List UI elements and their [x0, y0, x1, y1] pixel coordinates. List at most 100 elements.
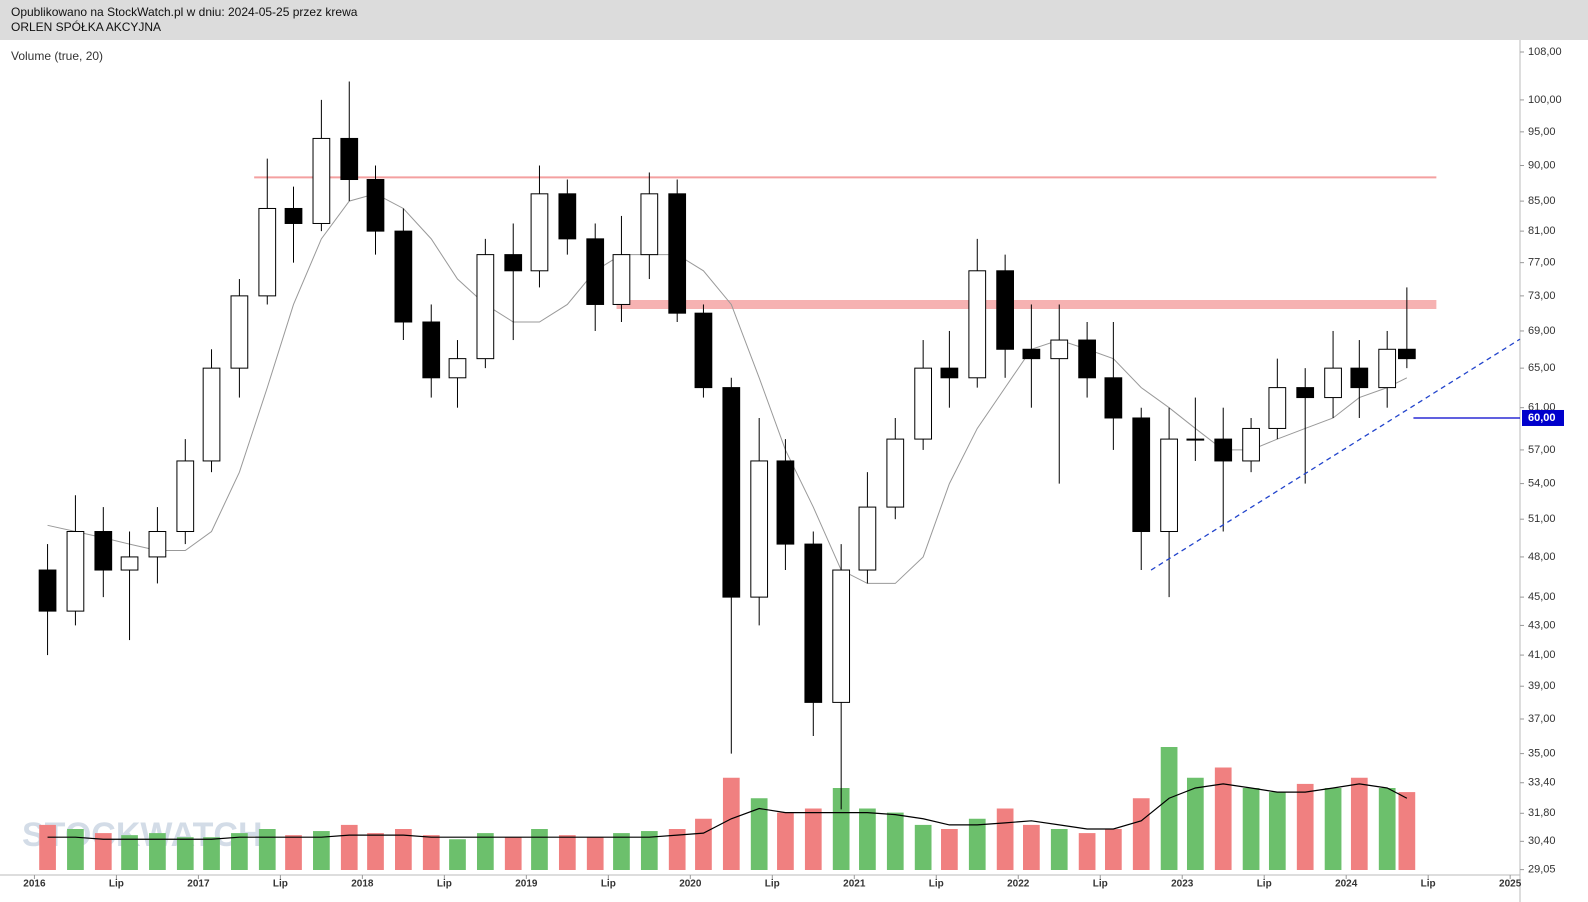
candle-body	[120, 556, 139, 571]
candle-body	[340, 137, 359, 181]
candle-body	[886, 438, 905, 508]
volume-bar	[395, 829, 412, 870]
y-tick-label: 90,00	[1528, 159, 1556, 171]
volume-bar	[1186, 777, 1204, 870]
y-tick-label: 73,00	[1528, 290, 1556, 302]
volume-bar	[476, 833, 494, 870]
y-tick-label: 39,00	[1528, 680, 1556, 692]
x-tick-label: 2022	[1007, 879, 1030, 890]
volume-bar	[832, 788, 850, 870]
last-price-label: 60,00	[1528, 412, 1556, 424]
watermark: STOCKWATCH	[22, 816, 263, 854]
x-tick-label: Lip	[1093, 879, 1108, 890]
volume-bar	[750, 798, 768, 870]
volume-bar	[1378, 788, 1396, 870]
x-tick-label: Lip	[273, 879, 288, 890]
candle-body	[858, 506, 877, 571]
candle-body	[1022, 348, 1041, 360]
volume-bar	[886, 812, 904, 870]
volume-bar	[1132, 798, 1150, 870]
y-tick-label: 95,00	[1528, 126, 1556, 138]
volume-bar	[1078, 833, 1096, 870]
x-tick-label: 2017	[187, 879, 210, 890]
candle-body	[258, 207, 277, 297]
y-tick-label: 77,00	[1528, 257, 1556, 269]
x-tick-label: Lip	[929, 879, 944, 890]
ma-line	[47, 193, 1408, 584]
volume-bar	[94, 833, 112, 870]
candle-body	[312, 137, 331, 224]
candle-body	[1078, 339, 1096, 379]
y-tick-label: 48,00	[1528, 551, 1556, 563]
candle-body	[1242, 427, 1260, 462]
candle-body	[776, 460, 795, 545]
candle-body	[1397, 348, 1416, 360]
candle-body	[66, 531, 85, 612]
y-tick-label: 108,00	[1528, 46, 1562, 58]
candle-body	[968, 270, 987, 379]
volume-bar	[121, 835, 138, 870]
y-tick-label: 41,00	[1528, 649, 1556, 661]
volume-bar	[258, 829, 276, 870]
chart: Volume (true, 20) STOCKWATCH 108,00 100,0…	[0, 40, 1564, 902]
volume-bar	[777, 812, 794, 870]
x-tick-label: 2018	[351, 879, 374, 890]
y-tick-label: 29,05	[1528, 864, 1556, 876]
candle-body	[1324, 367, 1342, 399]
x-tick-label: Lip	[601, 879, 616, 890]
candle-body	[202, 367, 221, 462]
x-tick-label: Lip	[1257, 879, 1272, 890]
volume-bar	[1398, 792, 1416, 870]
candle-body	[996, 270, 1014, 350]
volume-bar	[176, 837, 194, 870]
volume-bar	[1324, 788, 1342, 870]
volume-bar	[1023, 824, 1040, 870]
volume-ma-line	[47, 783, 1408, 840]
y-tick-label: 30,40	[1528, 835, 1556, 847]
x-tick-label: 2019	[515, 879, 538, 890]
candle-body	[284, 207, 303, 224]
instrument-name: ORLEN SPÓŁKA AKCYJNA	[11, 20, 162, 34]
candle-body	[230, 295, 249, 369]
candle-body	[448, 358, 467, 379]
y-tick-label: 37,00	[1528, 713, 1556, 725]
candle-body	[1350, 367, 1369, 389]
y-tick-label: 100,00	[1528, 94, 1562, 106]
volume-bar	[722, 777, 740, 870]
candle-body	[694, 312, 713, 389]
volume-bar	[586, 837, 604, 870]
volume-bar	[941, 829, 958, 870]
volume-bar	[231, 833, 248, 870]
candle-body	[640, 193, 659, 256]
candle-body	[1186, 438, 1205, 441]
candle-body	[832, 569, 851, 703]
volume-bar	[203, 837, 220, 870]
volume-bar	[914, 824, 932, 870]
x-tick-label: 2023	[1171, 879, 1194, 890]
x-tick-label: 2025	[1499, 879, 1522, 890]
candle-body	[366, 179, 385, 232]
y-tick-label: 31,80	[1528, 807, 1556, 819]
y-tick-label: 33,40	[1528, 777, 1556, 789]
candle-body	[1050, 339, 1069, 360]
y-tick-label: 54,00	[1528, 477, 1556, 489]
volume-bar	[531, 829, 548, 870]
last-price-box	[1522, 409, 1564, 426]
y-tick-label: 43,00	[1528, 619, 1556, 631]
x-tick-label: 2021	[843, 879, 866, 890]
candle-body	[914, 367, 933, 440]
candle-body	[94, 531, 113, 571]
candle-body	[1378, 348, 1397, 389]
trendline	[1150, 338, 1521, 571]
candle-body	[176, 460, 195, 533]
volume-bar	[804, 808, 822, 870]
candle-body	[612, 254, 631, 305]
volume-bar	[504, 837, 522, 870]
volume-bar	[422, 835, 440, 870]
candle-body	[1160, 438, 1178, 533]
volume-bar	[313, 831, 330, 870]
volume-bar	[695, 818, 712, 870]
volume-bar	[1214, 767, 1232, 870]
header-bar: Opublikowano na StockWatch.pl w dniu: 20…	[0, 0, 1588, 40]
